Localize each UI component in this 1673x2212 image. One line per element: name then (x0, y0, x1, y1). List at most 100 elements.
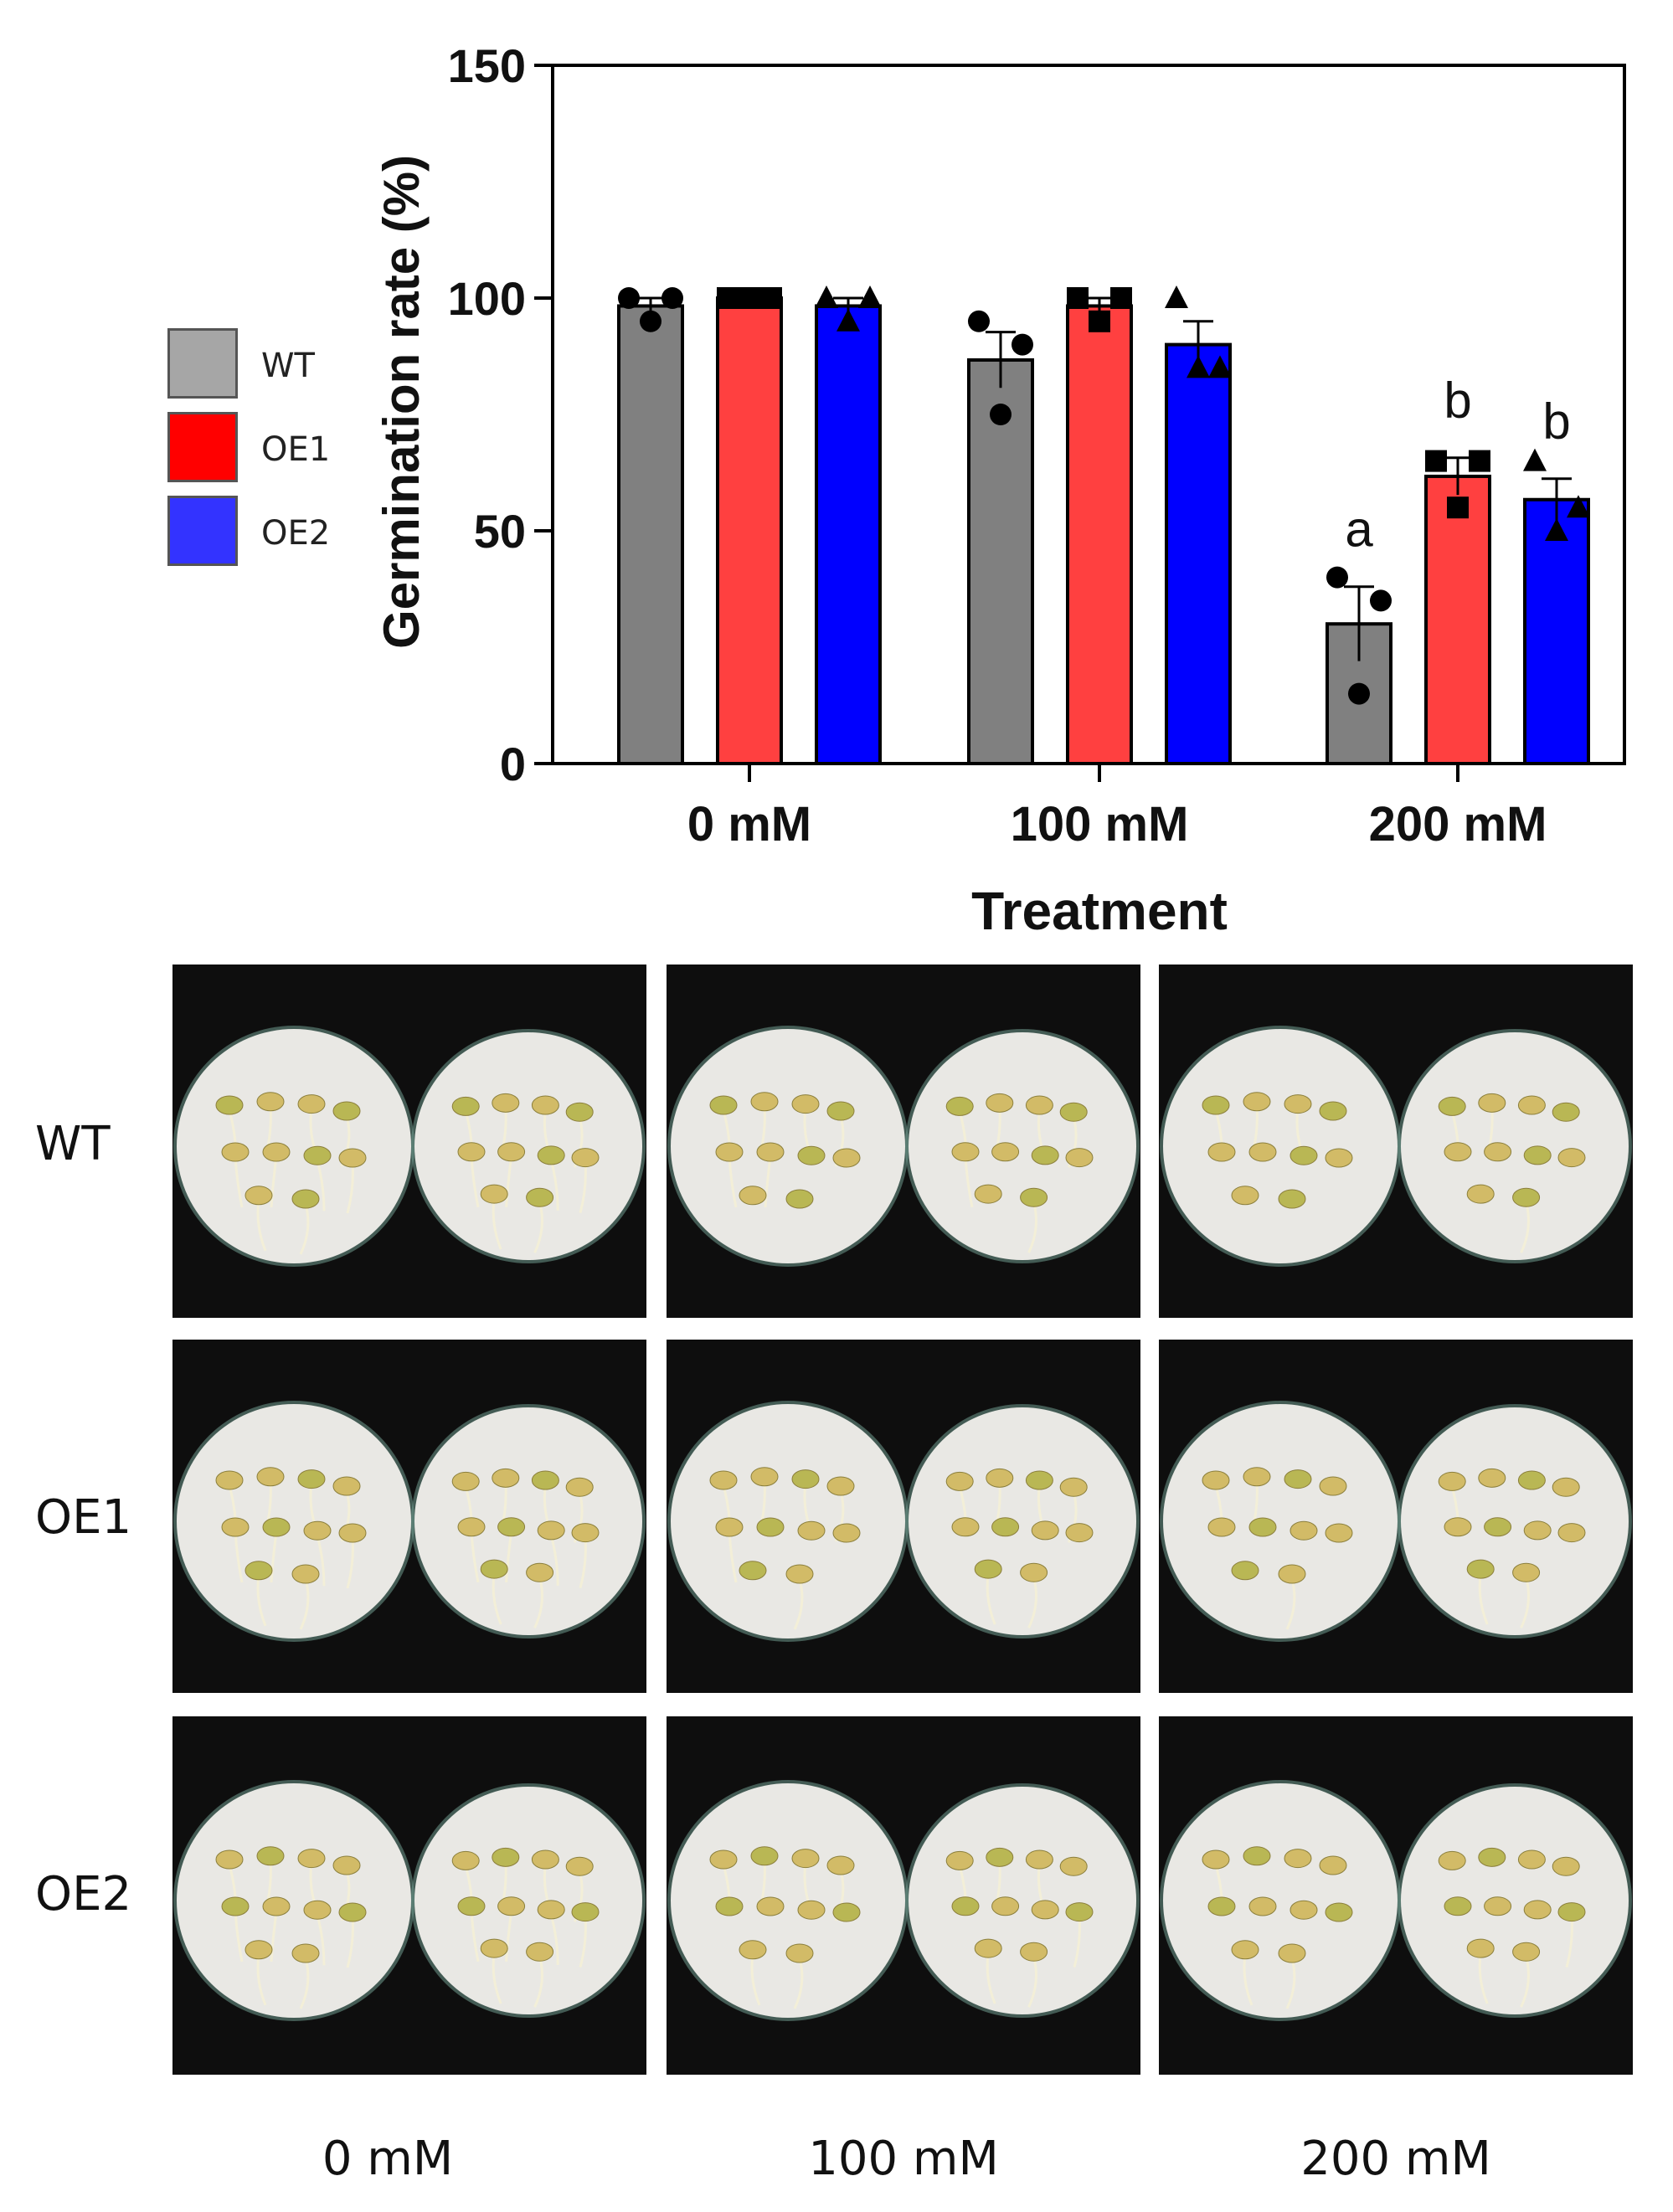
seed (1466, 1184, 1495, 1204)
seed (262, 1142, 291, 1162)
seed (1231, 1186, 1259, 1206)
legend-swatch (167, 412, 238, 482)
seed (1248, 1142, 1277, 1162)
seed (945, 1096, 974, 1116)
seed (497, 1517, 526, 1537)
seed (1484, 1896, 1512, 1916)
seed (1031, 1900, 1059, 1920)
seed (492, 1093, 520, 1113)
seed (1025, 1470, 1053, 1490)
petri-dish-pair-image (173, 1780, 646, 2021)
seed (1438, 1850, 1466, 1870)
seed (565, 1477, 594, 1497)
seed (565, 1856, 594, 1876)
seed (221, 1517, 250, 1537)
seed-photo-panel (667, 1340, 1140, 1693)
seed (986, 1093, 1014, 1113)
seed (451, 1850, 480, 1870)
seed (991, 1142, 1020, 1162)
seed (756, 1142, 785, 1162)
seed (797, 1900, 826, 1920)
seed (1319, 1101, 1347, 1121)
seed (1289, 1145, 1318, 1165)
x-tick-label: 200 mM (1369, 797, 1547, 851)
seed (832, 1148, 861, 1168)
seed (1557, 1148, 1586, 1168)
seed (951, 1142, 980, 1162)
bar-oe2 (1523, 497, 1590, 765)
seed (497, 1896, 526, 1916)
bar-wt (617, 304, 684, 765)
seed-photo-panel (172, 965, 646, 1318)
petri-dish-paper (909, 1032, 1136, 1260)
seed (785, 1564, 814, 1584)
y-tick-label: 0 (500, 738, 526, 790)
seed (1025, 1095, 1053, 1115)
seed (332, 1476, 361, 1496)
legend-label: OE2 (261, 514, 331, 553)
petri-dish-paper (671, 1783, 905, 2018)
data-point (1089, 310, 1110, 332)
seed (1438, 1096, 1466, 1116)
petri-dish-paper (909, 1787, 1136, 2014)
seed (526, 1562, 554, 1582)
seed (245, 1561, 273, 1581)
seed (215, 1470, 244, 1490)
seed (1243, 1467, 1271, 1487)
seed (709, 1849, 738, 1870)
x-axis-label: Treatment (971, 881, 1228, 938)
seed (1020, 1187, 1048, 1207)
seed (1020, 1562, 1048, 1582)
seed (1512, 1187, 1541, 1207)
seed (291, 1943, 320, 1963)
bar-wt (967, 358, 1034, 765)
data-point (836, 308, 860, 332)
seed (480, 1938, 508, 1958)
seed (1243, 1092, 1271, 1112)
y-tick-label: 150 (448, 39, 526, 92)
seed (750, 1467, 779, 1487)
seed (451, 1096, 480, 1116)
seed (1289, 1520, 1318, 1541)
data-point (1165, 286, 1188, 308)
petri-dish-pair-image (667, 1026, 1140, 1267)
seed (338, 1148, 367, 1168)
seed (991, 1896, 1020, 1916)
seed (986, 1468, 1014, 1488)
seed (832, 1523, 861, 1543)
seed (715, 1896, 744, 1916)
petri-dish-paper (1401, 1787, 1629, 2014)
seed (785, 1943, 814, 1963)
seed (537, 1900, 565, 1920)
seed (826, 1855, 855, 1875)
seed-photo-panel (1159, 965, 1633, 1318)
seed (1325, 1148, 1353, 1168)
seed (951, 1896, 980, 1916)
significance-letter: b (1444, 373, 1471, 429)
seed (1444, 1142, 1472, 1162)
seed (571, 1148, 600, 1168)
seed (750, 1092, 779, 1112)
seed (303, 1520, 332, 1541)
seed (297, 1849, 326, 1869)
y-tick-label: 100 (448, 272, 526, 325)
seed (1484, 1517, 1512, 1537)
seed (1523, 1520, 1552, 1541)
data-point (990, 404, 1012, 425)
petri-dish-paper (671, 1404, 905, 1638)
seed (1438, 1471, 1466, 1491)
seed (338, 1523, 367, 1543)
seed (791, 1094, 820, 1114)
bar-oe2 (1165, 342, 1232, 765)
photo-col-label-200mm: 200 mM (1300, 2132, 1491, 2186)
bar-oe2 (815, 304, 882, 765)
petri-dish-pair-image (667, 1401, 1140, 1642)
seed (1319, 1476, 1347, 1496)
seed (1325, 1523, 1353, 1543)
seed (709, 1470, 738, 1490)
petri-dish-paper (414, 1032, 642, 1260)
seed (974, 1184, 1002, 1204)
seed (1231, 1940, 1259, 1960)
seed (1059, 1856, 1088, 1876)
seed (1523, 1145, 1552, 1165)
